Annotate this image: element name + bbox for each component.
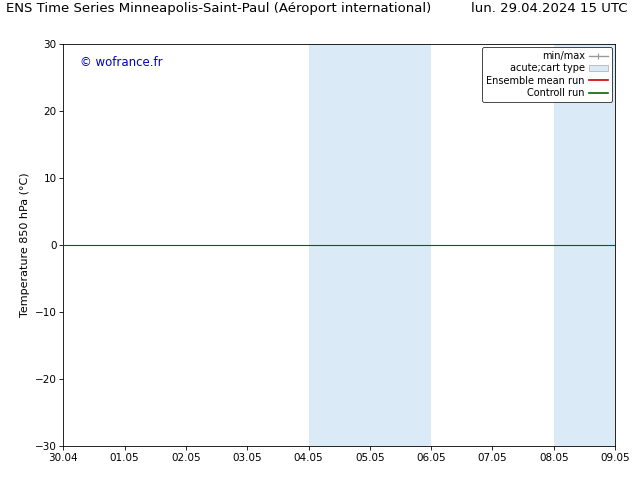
Bar [553, 44, 615, 446]
Bar [370, 44, 431, 446]
Text: ENS Time Series Minneapolis-Saint-Paul (Aéroport international): ENS Time Series Minneapolis-Saint-Paul (… [6, 2, 432, 16]
Text: lun. 29.04.2024 15 UTC: lun. 29.04.2024 15 UTC [471, 2, 628, 16]
Legend: min/max, acute;cart type, Ensemble mean run, Controll run: min/max, acute;cart type, Ensemble mean … [482, 47, 612, 102]
Bar [309, 44, 370, 446]
Y-axis label: Temperature 850 hPa (°C): Temperature 850 hPa (°C) [20, 172, 30, 318]
Text: © wofrance.fr: © wofrance.fr [80, 56, 162, 69]
